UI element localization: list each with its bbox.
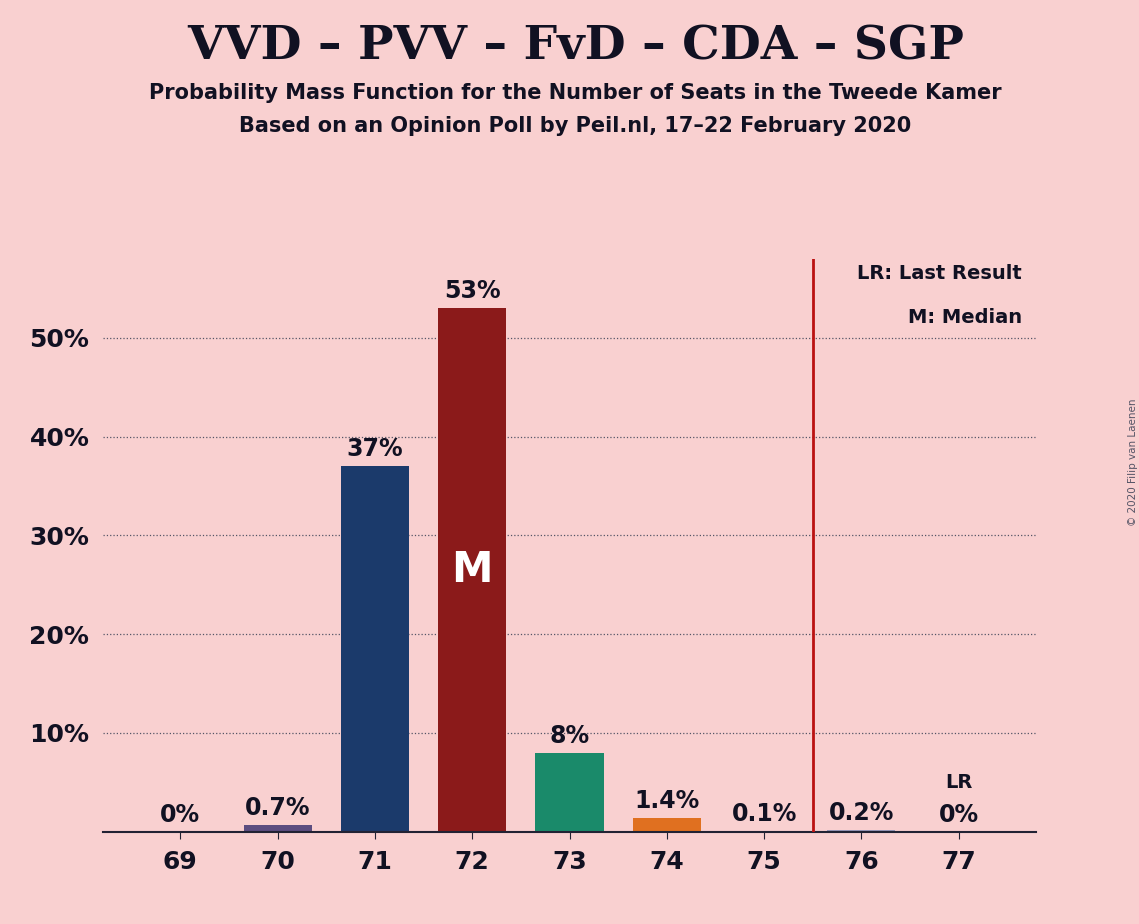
Bar: [439, 308, 506, 832]
Text: M: M: [451, 549, 493, 590]
Text: VVD – PVV – FvD – CDA – SGP: VVD – PVV – FvD – CDA – SGP: [187, 23, 964, 69]
Text: 53%: 53%: [444, 279, 500, 303]
Text: Based on an Opinion Poll by Peil.nl, 17–22 February 2020: Based on an Opinion Poll by Peil.nl, 17–…: [239, 116, 911, 136]
Text: LR: Last Result: LR: Last Result: [858, 263, 1022, 283]
Bar: [244, 825, 312, 832]
Text: © 2020 Filip van Laenen: © 2020 Filip van Laenen: [1129, 398, 1138, 526]
Text: 0.7%: 0.7%: [245, 796, 311, 820]
Bar: [730, 831, 798, 832]
Text: M: Median: M: Median: [908, 308, 1022, 327]
Text: LR: LR: [945, 773, 973, 792]
Text: 0%: 0%: [939, 803, 978, 827]
Text: 8%: 8%: [549, 723, 590, 748]
Text: 0.2%: 0.2%: [829, 801, 894, 825]
Text: Probability Mass Function for the Number of Seats in the Tweede Kamer: Probability Mass Function for the Number…: [149, 83, 1001, 103]
Text: 37%: 37%: [346, 437, 403, 461]
Text: 0%: 0%: [161, 803, 200, 827]
Bar: [535, 752, 604, 832]
Bar: [341, 466, 409, 832]
Bar: [633, 818, 700, 832]
Text: 0.1%: 0.1%: [731, 802, 797, 826]
Bar: [827, 830, 895, 832]
Text: 1.4%: 1.4%: [634, 789, 699, 813]
